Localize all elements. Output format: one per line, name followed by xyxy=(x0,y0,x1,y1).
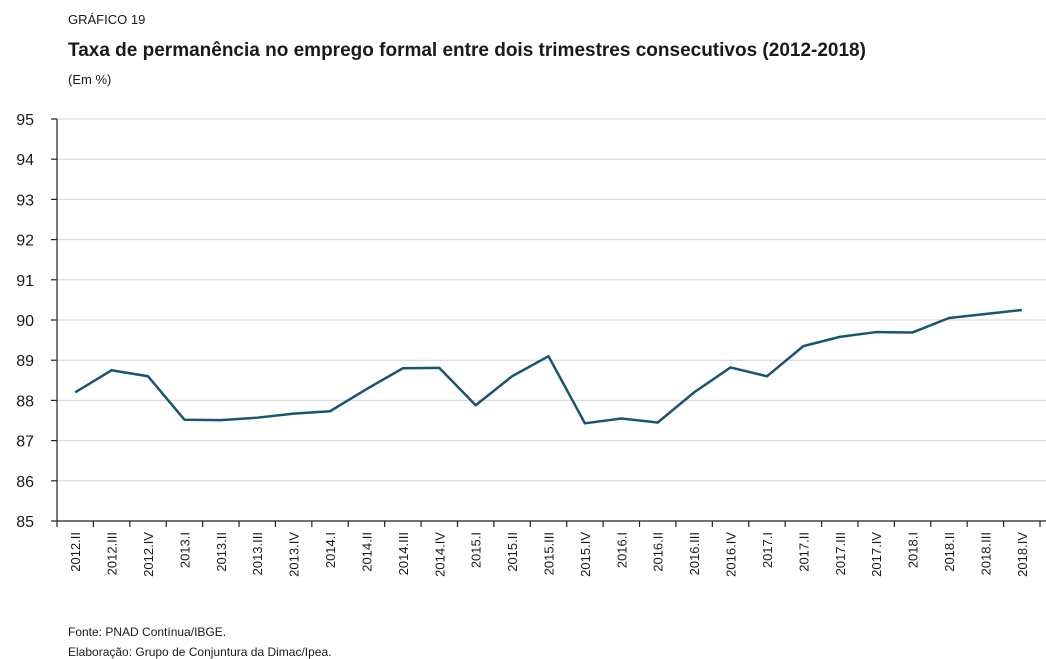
y-tick-label: 85 xyxy=(16,514,34,531)
x-tick-label: 2014.IV xyxy=(432,532,447,577)
x-tick-label: 2016.II xyxy=(651,532,666,572)
x-tick-label: 2015.II xyxy=(505,532,520,572)
x-tick-label: 2012.III xyxy=(105,532,120,575)
y-tick-label: 89 xyxy=(16,353,34,370)
x-tick-label: 2016.III xyxy=(687,532,702,575)
x-tick-label: 2015.I xyxy=(469,532,484,568)
x-tick-label: 2015.III xyxy=(542,532,557,575)
chart-title: Taxa de permanência no emprego formal en… xyxy=(68,40,866,61)
x-tick-label: 2018.II xyxy=(942,532,957,572)
x-tick-label: 2017.II xyxy=(796,532,811,572)
y-tick-label: 93 xyxy=(16,192,34,209)
x-tick-label: 2016.I xyxy=(614,532,629,568)
chart-subtitle: (Em %) xyxy=(68,72,111,87)
x-tick-label: 2012.IV xyxy=(141,532,156,577)
x-tick-label: 2014.II xyxy=(359,532,374,572)
x-tick-label: 2013.IV xyxy=(287,532,302,577)
data-line xyxy=(74,308,1022,425)
y-tick-label: 86 xyxy=(16,474,34,491)
y-tick-label: 90 xyxy=(16,313,34,330)
source-note: Fonte: PNAD Contínua/IBGE. xyxy=(68,625,226,639)
y-tick-label: 94 xyxy=(16,152,34,169)
x-tick-label: 2018.III xyxy=(978,532,993,575)
x-tick-label: 2013.III xyxy=(250,532,265,575)
y-tick-label: 91 xyxy=(16,273,34,290)
chart-label: GRÁFICO 19 xyxy=(68,12,145,27)
x-tick-label: 2012.II xyxy=(68,532,83,572)
credit-note: Elaboração: Grupo de Conjuntura da Dimac… xyxy=(68,645,332,659)
x-tick-label: 2018.I xyxy=(906,532,921,568)
x-tick-label: 2013.II xyxy=(214,532,229,572)
x-tick-label: 2014.I xyxy=(323,532,338,568)
x-tick-label: 2016.IV xyxy=(724,532,739,577)
y-tick-label: 88 xyxy=(16,393,34,410)
y-tick-label: 87 xyxy=(16,434,34,451)
x-tick-label: 2017.III xyxy=(833,532,848,575)
y-tick-label: 95 xyxy=(16,112,34,129)
x-tick-label: 2013.I xyxy=(177,532,192,568)
x-tick-label: 2015.IV xyxy=(578,532,593,577)
x-tick-label: 2017.I xyxy=(760,532,775,568)
x-tick-label: 2014.III xyxy=(396,532,411,575)
y-tick-label: 92 xyxy=(16,233,34,250)
x-tick-label: 2018.IV xyxy=(1015,532,1030,577)
x-tick-label: 2017.IV xyxy=(869,532,884,577)
